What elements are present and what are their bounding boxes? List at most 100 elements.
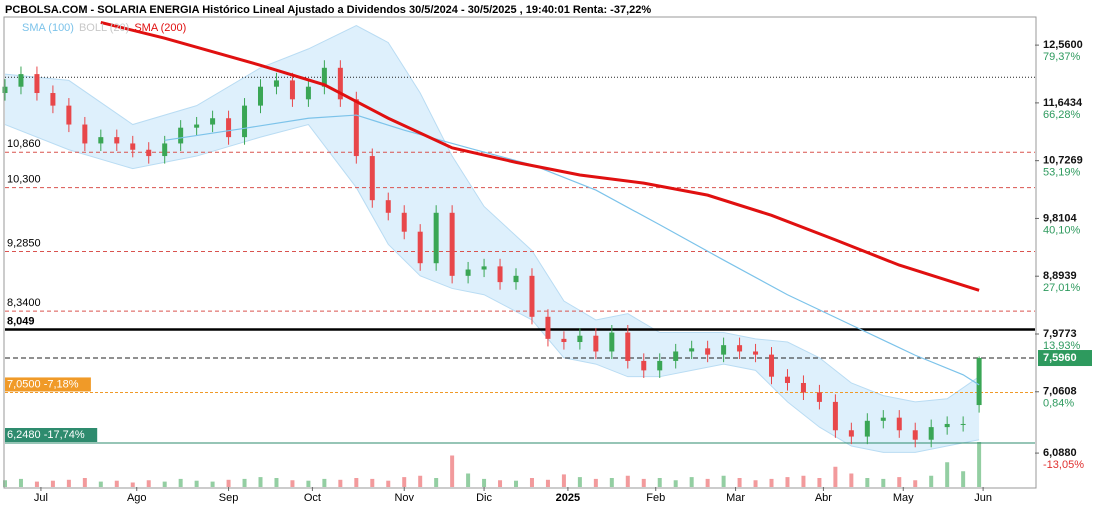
volume-bar — [865, 478, 870, 487]
sma-line — [100, 20, 980, 292]
x-tick-label: 2025 — [556, 492, 580, 504]
candle-body — [896, 417, 902, 431]
candle-body — [66, 105, 72, 125]
candle-body — [705, 348, 711, 355]
candle-body — [465, 269, 471, 276]
candle-body — [625, 332, 631, 361]
y-tick-change: 13,93% — [1043, 340, 1081, 352]
y-tick-label: 12,5600 — [1043, 39, 1083, 51]
volume-bar — [529, 478, 534, 487]
volume-bar — [561, 474, 566, 487]
candle-body — [832, 401, 838, 431]
volume-bar — [146, 480, 151, 487]
band-line — [4, 25, 980, 403]
y-tick-change: 0,84% — [1043, 398, 1074, 410]
y-tick-change: 66,28% — [1043, 109, 1081, 121]
volume-bar — [194, 480, 199, 487]
level-label-box — [5, 427, 98, 442]
volume-bar — [977, 442, 982, 487]
candle-body — [928, 427, 934, 440]
x-tick-label: Mar — [726, 492, 745, 504]
volume-bar — [322, 478, 327, 487]
candle-body — [130, 143, 136, 150]
x-tick-label: Jul — [34, 492, 48, 504]
candle-body — [369, 156, 375, 201]
candle-body — [800, 382, 806, 393]
candle-body — [178, 127, 184, 144]
candle-body — [609, 332, 615, 352]
band-fill — [5, 25, 980, 453]
x-tick-label: Sep — [219, 492, 239, 504]
volume-bar — [3, 480, 7, 487]
volume-bar — [338, 479, 343, 487]
candle-body — [753, 351, 759, 355]
volume-bar — [673, 480, 678, 487]
volume-bar — [913, 480, 918, 487]
candle-body — [816, 392, 822, 402]
y-tick-label: 6,0880 — [1043, 447, 1077, 459]
volume-bar — [418, 475, 423, 487]
candle-body — [162, 143, 168, 157]
volume-bar — [482, 478, 487, 487]
y-tick-change: 27,01% — [1043, 282, 1081, 294]
level-label: 9,2850 — [7, 237, 41, 249]
plot: 10,860 10,300 9,2850 8,3400 8,049 7,0500 -7,1… — [2, 20, 1035, 487]
volume-bar — [721, 475, 726, 487]
volume-bar — [545, 479, 550, 487]
candle-body — [673, 351, 679, 361]
candle-body — [273, 80, 279, 87]
candle-body — [529, 275, 535, 317]
volume-bar — [897, 477, 902, 487]
candle-body — [417, 231, 423, 264]
volume-bar — [689, 477, 694, 487]
candle-body — [769, 354, 775, 377]
volume-bar — [162, 481, 167, 487]
level-label: 6,2480 -17,74% — [7, 429, 85, 441]
candle-body — [353, 99, 359, 157]
volume-bar — [769, 478, 774, 487]
x-tick-label: Oct — [304, 492, 321, 504]
volume-bar — [657, 478, 662, 487]
volume-bar — [210, 481, 215, 487]
candle-body — [784, 376, 790, 383]
legend-entry: SMA (200) — [134, 22, 186, 34]
x-tick-label: Abr — [815, 492, 832, 504]
candle-body — [545, 316, 551, 339]
volume-bar — [705, 478, 710, 487]
sma-line — [164, 114, 980, 386]
volume-bar — [50, 480, 55, 487]
y-tick-change: -13,05% — [1043, 459, 1084, 471]
candle-body — [305, 86, 311, 100]
y-tick-label: 10,7269 — [1043, 155, 1083, 167]
volume-bar — [609, 478, 614, 487]
volume-bar — [466, 473, 471, 487]
y-tick-change: 40,10% — [1043, 224, 1081, 236]
volume-bar — [274, 478, 279, 487]
candle-body — [593, 335, 599, 352]
candle-body — [258, 86, 264, 106]
level-label: 8,049 — [7, 315, 35, 327]
plot-border — [3, 16, 1037, 489]
candle-body — [864, 420, 870, 437]
candle-body — [689, 348, 695, 352]
last-price-badge — [1038, 350, 1092, 367]
volume-bar — [306, 480, 311, 487]
y-tick-label: 7,9773 — [1043, 328, 1077, 340]
candle-body — [912, 430, 918, 440]
volume-bar — [945, 462, 950, 487]
candle-body — [401, 212, 407, 232]
volume-bar — [625, 475, 630, 487]
volume-bar — [226, 479, 231, 487]
candle-body — [98, 137, 104, 144]
volume-bar — [817, 478, 822, 487]
volume-bar — [961, 471, 966, 487]
x-tick-label: Jun — [974, 492, 992, 504]
candle-body — [513, 275, 519, 283]
volume-bar — [114, 480, 119, 487]
candle-body — [657, 360, 663, 371]
volume-bar — [82, 478, 87, 487]
y-tick-label: 8,8939 — [1043, 270, 1077, 282]
legend-entry: SMA (100) — [22, 22, 74, 34]
y-tick-label: 7,0608 — [1043, 386, 1077, 398]
